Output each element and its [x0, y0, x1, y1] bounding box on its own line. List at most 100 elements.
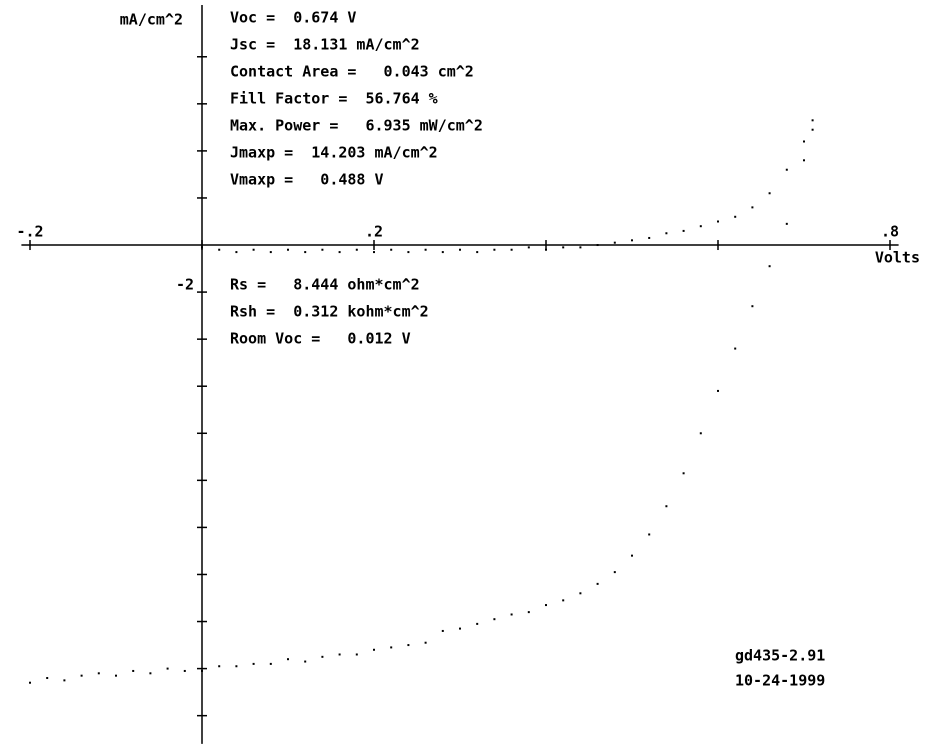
data-point	[717, 389, 719, 392]
data-point	[811, 128, 814, 131]
data-point	[373, 251, 375, 254]
data-point	[596, 582, 599, 585]
data-point	[166, 667, 169, 670]
data-point	[441, 251, 444, 254]
annotation: Rs = 8.444 ohm*cm^2	[230, 276, 420, 294]
data-point	[527, 611, 530, 614]
data-point	[613, 571, 616, 574]
data-point	[29, 681, 31, 684]
x-tick-label: -.2	[16, 223, 43, 241]
data-point	[493, 618, 496, 621]
data-point	[407, 644, 410, 647]
data-point	[115, 674, 117, 677]
data-point	[424, 248, 427, 251]
data-point	[648, 236, 651, 239]
data-point	[201, 246, 203, 249]
data-point	[665, 232, 668, 235]
annotation: Fill Factor = 56.764 %	[230, 90, 438, 108]
data-point	[768, 265, 771, 268]
annotation: Contact Area = 0.043 cm^2	[230, 63, 474, 81]
data-point	[235, 665, 238, 668]
data-point	[631, 554, 633, 557]
data-point	[235, 251, 238, 254]
data-point	[579, 246, 582, 249]
data-point	[355, 653, 358, 656]
data-point	[373, 648, 375, 651]
data-point	[751, 305, 754, 308]
y-tick-label: -2	[176, 276, 194, 294]
data-point	[648, 533, 651, 536]
data-point	[287, 658, 289, 661]
data-point	[665, 505, 668, 508]
data-point	[682, 472, 685, 475]
data-point	[476, 622, 479, 625]
annotation: Room Voc = 0.012 V	[230, 330, 411, 348]
data-point	[562, 599, 565, 602]
data-point	[201, 669, 203, 672]
data-point	[811, 119, 814, 122]
data-point	[699, 225, 702, 228]
data-point	[717, 220, 719, 223]
data-point	[785, 222, 788, 225]
data-point	[269, 251, 272, 254]
annotation: Rsh = 0.312 kohm*cm^2	[230, 303, 429, 321]
annotation: Jsc = 18.131 mA/cm^2	[230, 36, 420, 54]
date: 10-24-1999	[735, 672, 825, 690]
data-point	[149, 672, 152, 675]
data-point	[183, 669, 186, 672]
data-point	[699, 432, 702, 435]
data-point	[63, 679, 66, 682]
data-point	[218, 665, 221, 668]
data-point	[390, 646, 393, 649]
data-point	[252, 662, 255, 665]
data-point	[476, 251, 479, 254]
data-point	[734, 215, 737, 218]
annotation: Jmaxp = 14.203 mA/cm^2	[230, 144, 438, 162]
y-axis-label: mA/cm^2	[120, 11, 183, 29]
data-point	[97, 672, 100, 675]
data-point	[304, 660, 307, 663]
data-point	[80, 674, 83, 677]
data-point	[579, 592, 582, 595]
data-point	[545, 604, 547, 607]
x-tick-label: .2	[365, 223, 383, 241]
x-tick-label: .8	[881, 223, 899, 241]
data-point	[613, 241, 616, 244]
data-point	[355, 248, 358, 251]
data-point	[803, 140, 805, 143]
data-point	[510, 613, 513, 616]
data-point	[510, 248, 513, 251]
data-point	[631, 239, 633, 242]
data-point	[803, 159, 805, 162]
data-point	[545, 248, 547, 251]
data-point	[441, 629, 444, 632]
data-point	[218, 248, 221, 251]
data-point	[459, 248, 461, 251]
data-point	[527, 246, 530, 249]
data-point	[338, 251, 341, 254]
data-point	[321, 655, 324, 658]
data-point	[562, 246, 565, 249]
data-point	[132, 669, 135, 672]
data-point	[287, 248, 289, 251]
annotation: Voc = 0.674 V	[230, 9, 356, 27]
sample-id: gd435-2.91	[735, 647, 825, 665]
annotation: Vmaxp = 0.488 V	[230, 171, 384, 189]
annotation: Max. Power = 6.935 mW/cm^2	[230, 117, 483, 135]
data-point	[682, 229, 685, 232]
data-point	[596, 244, 599, 247]
data-point	[304, 251, 307, 254]
data-point	[407, 251, 410, 254]
data-point	[493, 248, 496, 251]
data-point	[338, 653, 341, 656]
data-point	[252, 248, 255, 251]
data-point	[785, 168, 788, 171]
x-axis-label: Volts	[875, 249, 920, 267]
data-point	[768, 192, 771, 195]
data-point	[751, 206, 754, 209]
data-point	[321, 248, 324, 251]
data-point	[734, 347, 737, 350]
data-point	[424, 641, 427, 644]
data-point	[269, 662, 272, 665]
